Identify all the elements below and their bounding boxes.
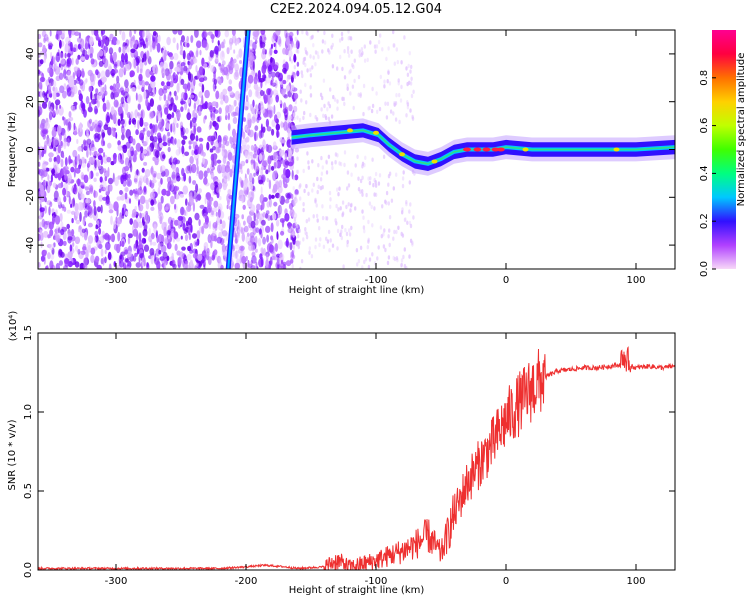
x-tick-label: 100	[626, 576, 645, 587]
colorbar-tick-label: 0.4	[699, 165, 710, 181]
spectrogram-content	[38, 30, 675, 269]
colorbar-gradient	[712, 30, 736, 269]
x-tick-label: -100	[365, 275, 388, 286]
snr-plot: -300 -200 -100 0 100 0.0 0.5 1.0 1.5 Height of st…	[7, 311, 676, 596]
colorbar-tick-label: 0.0	[699, 261, 710, 277]
colorbar-tick-label: 0.8	[699, 70, 710, 86]
y-tick-label: 20	[25, 95, 36, 108]
colorbar-label: Normalized spectral amplitude	[736, 53, 747, 207]
warm-spot	[522, 147, 529, 152]
signal-band	[291, 118, 675, 176]
warm-spot	[399, 152, 405, 157]
y-tick-label: -40	[25, 237, 36, 253]
x-tick-label: 100	[626, 275, 645, 286]
y-tick-label: 40	[25, 48, 36, 61]
chart-title: C2E2.2024.094.05.12.G04	[270, 2, 442, 17]
plot-frame	[37, 332, 676, 571]
warm-spot	[431, 159, 438, 164]
y-axis-label: Frequency (Hz)	[7, 112, 18, 188]
y-tick-label: 1.0	[23, 404, 34, 420]
colorbar: 0.0 0.2 0.4 0.6 0.8 Normalized spectral ampli…	[699, 30, 747, 277]
y-tick-label: 0.0	[23, 562, 34, 578]
x-tick-label: 0	[503, 576, 509, 587]
y-tick-label: -20	[25, 189, 36, 205]
y-tick-label: 0.5	[23, 483, 34, 499]
x-tick-label: -100	[365, 576, 388, 587]
x-tick-label: -200	[235, 576, 258, 587]
warm-spot	[347, 128, 353, 133]
hot-spot	[496, 147, 505, 152]
x-axis-label: Height of straight line (km)	[289, 285, 425, 296]
y-tick-label: 0	[25, 146, 36, 152]
snr-content	[38, 346, 675, 570]
hot-spot	[482, 147, 491, 152]
colorbar-tick-label: 0.6	[699, 118, 710, 134]
hot-spot	[463, 147, 471, 152]
y-scale-note: (x10⁴)	[8, 311, 19, 342]
x-tick-label: -300	[105, 576, 128, 587]
hot-spot	[473, 147, 482, 152]
colorbar-tick-label: 0.2	[699, 213, 710, 229]
snr-series-line	[38, 346, 675, 570]
warm-spot	[373, 130, 379, 135]
warm-spot	[613, 147, 620, 152]
x-tick-label: 0	[503, 275, 509, 286]
noise-speckle	[38, 30, 416, 269]
x-tick-label: -200	[235, 275, 258, 286]
y-tick-label: 1.5	[23, 325, 34, 341]
y-axis-label: SNR (10 * v/v)	[7, 419, 18, 490]
signal-streak	[225, 30, 251, 269]
x-axis-label: Height of straight line (km)	[289, 585, 425, 596]
x-tick-label: -300	[105, 275, 128, 286]
